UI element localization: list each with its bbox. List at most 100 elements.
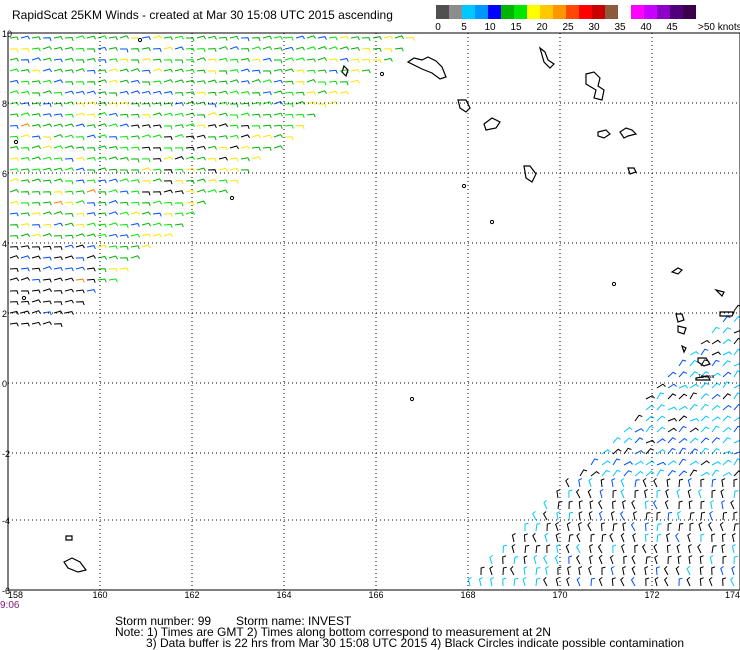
wind-barb (588, 565, 592, 576)
wind-barb (372, 47, 382, 52)
wind-barb (711, 339, 721, 345)
wind-barb (663, 566, 669, 576)
wind-barb (295, 100, 306, 105)
wind-barb (163, 36, 173, 41)
wind-barb (130, 201, 140, 206)
wind-barb (152, 90, 162, 95)
wind-barb (64, 288, 74, 293)
wind-barb (284, 68, 295, 73)
wind-barb (130, 135, 140, 140)
wind-barb (576, 533, 581, 543)
longitude-label: 158 (8, 590, 23, 600)
wind-barb (273, 35, 283, 40)
wind-barbs-layer (9, 35, 740, 587)
wind-barb (722, 315, 731, 323)
wind-barb (97, 233, 107, 238)
wind-barb (590, 458, 599, 466)
wind-barb (229, 103, 239, 108)
wind-barb (656, 448, 666, 455)
colorbar-label: 30 (588, 22, 600, 33)
wind-barb (163, 102, 173, 107)
wind-barb (64, 255, 74, 260)
wind-barb (64, 212, 74, 217)
wind-barb (700, 426, 710, 433)
wind-barb (163, 59, 173, 64)
wind-barb (31, 267, 41, 272)
wind-barb (262, 70, 272, 75)
colorbar-segment (462, 5, 475, 19)
wind-barb (64, 101, 74, 105)
wind-barb (317, 57, 328, 61)
colorbar-segment (644, 5, 657, 19)
wind-barb (555, 532, 560, 543)
wind-barb (31, 310, 42, 314)
wind-barb (185, 101, 196, 105)
wind-barb (31, 113, 41, 118)
colorbar-label: 25 (562, 22, 574, 33)
wind-barb (141, 102, 151, 107)
wind-barb (634, 460, 644, 466)
wind-barb (566, 576, 570, 587)
wind-barb (251, 156, 262, 160)
wind-barb (196, 114, 206, 119)
orbit-time-label: 9:06 (0, 600, 20, 611)
wind-barb (733, 458, 740, 466)
wind-barb (543, 577, 548, 587)
wind-barb (502, 544, 508, 554)
wind-barb (130, 79, 140, 84)
wind-barb (75, 301, 85, 306)
wind-barb (711, 393, 721, 400)
wind-barb (218, 179, 228, 184)
longitude-label: 160 (92, 590, 107, 600)
wind-barb (75, 90, 85, 95)
wind-barb (53, 210, 64, 215)
wind-barb (262, 57, 272, 62)
wind-barb (621, 543, 625, 554)
wind-barb (511, 544, 516, 554)
wind-barb (53, 222, 64, 227)
wind-barb (632, 511, 637, 521)
wind-barb (284, 136, 294, 141)
wind-barb (654, 555, 658, 565)
wind-barb (590, 533, 595, 543)
wind-barb (589, 544, 593, 554)
colorbar-segment (501, 5, 514, 19)
wind-barb (251, 146, 261, 151)
wind-barb (700, 471, 710, 477)
wind-barb (119, 135, 129, 140)
wind-barb (733, 478, 738, 487)
wind-barb (708, 522, 713, 532)
storm-name-label: Storm name: INVEST (236, 614, 352, 628)
wind-barb (689, 403, 698, 411)
wind-barb (667, 383, 677, 389)
wind-barb (196, 80, 206, 85)
wind-barb (533, 554, 538, 565)
wind-barb (229, 58, 239, 63)
island-outline (677, 325, 687, 335)
wind-barb (120, 48, 129, 53)
wind-barb (251, 125, 261, 130)
wind-barb (722, 404, 732, 411)
wind-barb (42, 90, 53, 95)
wind-barb (119, 35, 130, 39)
wind-barb (42, 245, 52, 250)
wind-barb (20, 48, 30, 53)
wind-barb (489, 554, 493, 565)
wind-barb (130, 222, 140, 227)
wind-barb (97, 255, 107, 260)
wind-barb (733, 416, 740, 422)
wind-barb (328, 90, 338, 95)
wind-barb (631, 500, 636, 510)
wind-barb (108, 199, 119, 204)
wind-barb (502, 555, 507, 565)
wind-barb (306, 78, 317, 83)
wind-barb (623, 461, 633, 466)
wind-barb (699, 555, 704, 565)
wind-barb (328, 69, 338, 74)
wind-barb (218, 57, 228, 62)
wind-barb (31, 191, 41, 196)
island-outline (585, 71, 605, 101)
wind-barb (64, 69, 74, 74)
wind-barb (645, 556, 651, 565)
